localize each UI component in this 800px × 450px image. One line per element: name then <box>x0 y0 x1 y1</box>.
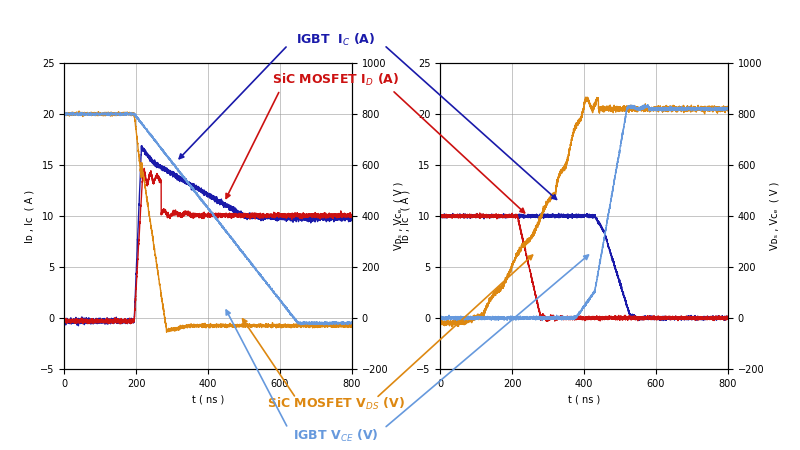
Text: SiC MOSFET I$_D$ (A): SiC MOSFET I$_D$ (A) <box>273 72 399 88</box>
X-axis label: t ( ns ): t ( ns ) <box>568 394 600 404</box>
Text: SiC MOSFET V$_{DS}$ (V): SiC MOSFET V$_{DS}$ (V) <box>267 396 405 412</box>
X-axis label: t ( ns ): t ( ns ) <box>192 394 224 404</box>
Y-axis label: Vᴅₛ , Vᴄₑ  ( V ): Vᴅₛ , Vᴄₑ ( V ) <box>770 182 780 250</box>
Y-axis label: Vᴅₛ , Vᴄₑ  ( V ): Vᴅₛ , Vᴄₑ ( V ) <box>394 182 404 250</box>
Text: IGBT V$_{CE}$ (V): IGBT V$_{CE}$ (V) <box>294 428 378 444</box>
Y-axis label: Iᴅ , Iᴄ  ( A ): Iᴅ , Iᴄ ( A ) <box>400 189 410 243</box>
Y-axis label: Iᴅ , Iᴄ  ( A ): Iᴅ , Iᴄ ( A ) <box>24 189 34 243</box>
Text: IGBT  I$_C$ (A): IGBT I$_C$ (A) <box>296 32 376 48</box>
